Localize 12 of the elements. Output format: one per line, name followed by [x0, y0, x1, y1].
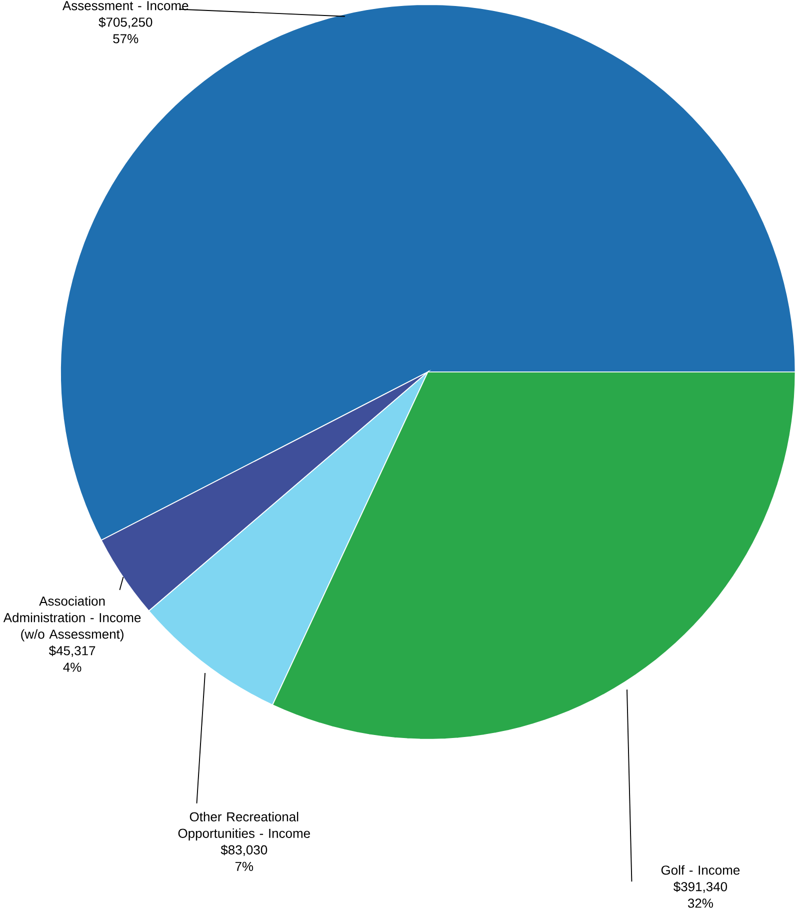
text: 57% — [113, 34, 138, 44]
slice-label: Golf - Income — [662, 865, 740, 875]
data-label: $45,317 — [49, 646, 96, 657]
text: 7% — [236, 862, 254, 871]
data-label: $705,250 — [98, 17, 152, 28]
text: 4% — [63, 662, 82, 672]
data-label: $391,340 — [674, 882, 728, 893]
slice-label: Other Recreational Opportunities - Income — [178, 812, 310, 840]
slice-label: Assessment - Income — [62, 1, 188, 10]
data-label: $83,030 — [220, 844, 268, 856]
slice-label: Association Administration - Income (w/o Assessment) — [4, 596, 141, 642]
text: 32% — [688, 898, 714, 908]
